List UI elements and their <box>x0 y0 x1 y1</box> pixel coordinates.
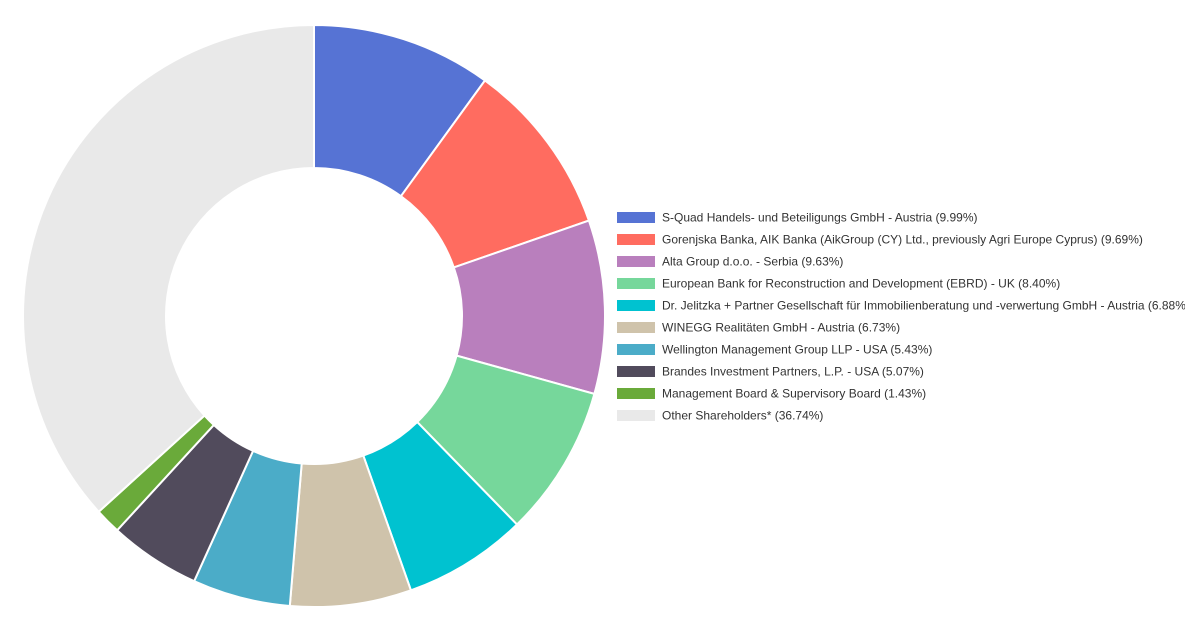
legend-item-7[interactable]: Wellington Management Group LLP - USA (5… <box>617 343 932 357</box>
donut-slices <box>22 23 606 608</box>
legend-swatch <box>617 410 655 421</box>
legend-label: Wellington Management Group LLP - USA (5… <box>662 343 932 357</box>
legend-item-1[interactable]: S-Quad Handels- und Beteiligungs GmbH - … <box>617 211 978 225</box>
legend-item-2[interactable]: Gorenjska Banka, AIK Banka (AikGroup (CY… <box>617 233 1143 247</box>
legend-swatch <box>617 344 655 355</box>
legend-label: Other Shareholders* (36.74%) <box>662 409 823 423</box>
legend-label: Gorenjska Banka, AIK Banka (AikGroup (CY… <box>662 233 1143 247</box>
legend-label: European Bank for Reconstruction and Dev… <box>662 277 1060 291</box>
legend-swatch <box>617 278 655 289</box>
legend-item-4[interactable]: European Bank for Reconstruction and Dev… <box>617 277 1060 291</box>
legend-swatch <box>617 256 655 267</box>
donut-slice-10[interactable] <box>22 23 315 514</box>
legend-label: Alta Group d.o.o. - Serbia (9.63%) <box>662 255 843 269</box>
legend-swatch <box>617 322 655 333</box>
legend-swatch <box>617 300 655 311</box>
legend-swatch <box>617 366 655 377</box>
legend-swatch <box>617 234 655 245</box>
legend-item-3[interactable]: Alta Group d.o.o. - Serbia (9.63%) <box>617 255 843 269</box>
legend-label: WINEGG Realitäten GmbH - Austria (6.73%) <box>662 321 900 335</box>
legend-item-6[interactable]: WINEGG Realitäten GmbH - Austria (6.73%) <box>617 321 900 335</box>
legend-item-8[interactable]: Brandes Investment Partners, L.P. - USA … <box>617 365 924 379</box>
legend-label: Dr. Jelitzka + Partner Gesellschaft für … <box>662 299 1185 313</box>
chart-legend: S-Quad Handels- und Beteiligungs GmbH - … <box>617 211 1185 423</box>
legend-swatch <box>617 388 655 399</box>
legend-item-9[interactable]: Management Board & Supervisory Board (1.… <box>617 387 926 401</box>
legend-label: Brandes Investment Partners, L.P. - USA … <box>662 365 924 379</box>
legend-label: S-Quad Handels- und Beteiligungs GmbH - … <box>662 211 978 225</box>
legend-item-10[interactable]: Other Shareholders* (36.74%) <box>617 409 823 423</box>
legend-swatch <box>617 212 655 223</box>
legend-label: Management Board & Supervisory Board (1.… <box>662 387 926 401</box>
legend-item-5[interactable]: Dr. Jelitzka + Partner Gesellschaft für … <box>617 299 1185 313</box>
